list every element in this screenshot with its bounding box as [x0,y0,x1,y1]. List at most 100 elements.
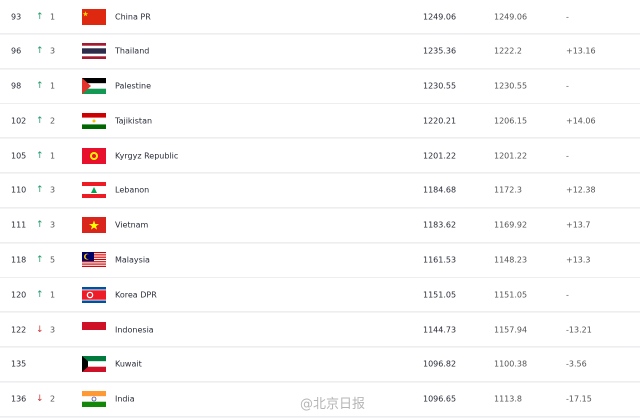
arrow-down-icon: ↓ [36,394,44,405]
previous-points: 1100.38 [494,359,528,369]
flag-lebanon-icon [82,182,106,199]
total-points: 1249.06 [423,12,457,21]
flag-indonesia-icon [82,321,106,338]
flag-kuwait-icon [82,356,106,373]
arrow-down-icon: ↓ [36,324,44,335]
rank: 122 [11,325,27,335]
country-name[interactable]: Thailand [115,46,150,56]
country-name[interactable]: Indonesia [115,325,154,335]
points-change: +14.06 [566,116,596,126]
points-change: - [566,12,569,21]
country-name[interactable]: Kuwait [115,359,142,369]
total-points: 1144.73 [423,325,457,335]
arrow-up-icon: ↑ [36,220,44,231]
total-points: 1183.62 [423,220,457,230]
table-row[interactable]: 122 ↓ 3 Indonesia 1144.73 1157.94 -13.21 [0,313,640,347]
arrow-up-icon: ↑ [36,11,44,22]
table-row[interactable]: 105 ↑ 1 Kyrgyz Republic 1201.22 1201.22 … [0,139,640,173]
rank-change: 5 [50,255,56,265]
total-points: 1201.22 [423,151,457,161]
watermark: @北京日报 [300,397,366,412]
previous-points: 1249.06 [494,12,528,21]
rank-change: 3 [50,220,56,230]
total-points: 1161.53 [423,255,457,265]
country-name[interactable]: Palestine [115,81,152,91]
rank: 111 [11,220,27,230]
arrow-up-icon: ↑ [36,185,44,196]
total-points: 1151.05 [423,290,457,300]
flag-korea-dpr-icon [82,286,106,303]
total-points: 1235.36 [423,46,457,56]
points-change: -13.21 [566,325,592,335]
flag-malaysia-icon [82,252,106,269]
previous-points: 1157.94 [494,325,528,335]
country-name[interactable]: Lebanon [115,185,150,195]
points-change: +13.3 [566,255,591,265]
points-change: - [566,81,569,91]
rank-change: 3 [50,46,56,56]
rank: 110 [11,185,27,195]
points-change: - [566,290,569,300]
arrow-up-icon: ↑ [36,46,44,57]
arrow-up-icon: ↑ [36,81,44,92]
table-row[interactable]: 110 ↑ 3 Lebanon 1184.68 1172.3 +12.38 [0,173,640,207]
rank: 98 [11,81,22,91]
previous-points: 1222.2 [494,46,522,56]
rank: 96 [11,46,22,56]
country-name[interactable]: Tajikistan [115,116,153,126]
rank: 105 [11,151,27,161]
points-change: +13.16 [566,46,596,56]
previous-points: 1148.23 [494,255,528,265]
country-name[interactable]: India [115,394,135,404]
rank-change: 1 [50,290,56,300]
table-row[interactable]: 120 ↑ 1 Korea DPR 1151.05 1151.05 - [0,278,640,312]
flag-tajikistan-icon [82,112,106,129]
rank-change: 3 [50,185,56,195]
arrow-up-icon: ↑ [36,255,44,266]
points-change: - [566,151,569,161]
previous-points: 1206.15 [494,116,528,126]
table-row[interactable]: 136 ↓ 2 India 1096.65 1113.8 -17.15 [0,382,640,416]
points-change: -17.15 [566,394,592,404]
flag-vietnam-icon [82,217,106,234]
arrow-up-icon: ↑ [36,289,44,300]
rank-change: 1 [50,81,56,91]
previous-points: 1201.22 [494,151,528,161]
table-row[interactable]: 98 ↑ 1 Palestine 1230.55 1230.55 - [0,69,640,103]
table-row[interactable]: 102 ↑ 2 Tajikistan 1220.21 1206.15 +14.0… [0,104,640,138]
previous-points: 1113.8 [494,394,522,404]
table-row[interactable]: 135 Kuwait 1096.82 1100.38 -3.56 [0,347,640,381]
total-points: 1096.65 [423,394,457,404]
country-name[interactable]: China PR [115,12,151,21]
country-name[interactable]: Korea DPR [115,290,157,300]
rank-change: 1 [50,151,56,161]
country-name[interactable]: Kyrgyz Republic [115,151,179,161]
flag-china-icon [82,8,106,25]
points-change: +12.38 [566,185,596,195]
total-points: 1184.68 [423,185,457,195]
rank-change: 2 [50,116,56,126]
arrow-up-icon: ↑ [36,150,44,161]
points-change: +13.7 [566,220,591,230]
total-points: 1096.82 [423,359,457,369]
rank: 93 [11,12,22,21]
flag-palestine-icon [82,78,106,95]
arrow-up-icon: ↑ [36,115,44,126]
previous-points: 1172.3 [494,185,522,195]
table-row[interactable]: 93 ↑ 1 China PR 1249.06 1249.06 - [0,0,640,33]
table-row[interactable]: 118 ↑ 5 Malaysia 1161.53 1148.23 +13.3 [0,243,640,277]
rank: 135 [11,359,27,369]
rank-change: 3 [50,325,56,335]
country-name[interactable]: Malaysia [115,255,150,265]
total-points: 1230.55 [423,81,457,91]
table-row[interactable]: 96 ↑ 3 Thailand 1235.36 1222.2 +13.16 [0,34,640,68]
previous-points: 1169.92 [494,220,528,230]
country-name[interactable]: Vietnam [115,220,149,230]
table-row[interactable]: 111 ↑ 3 Vietnam 1183.62 1169.92 +13.7 [0,208,640,242]
previous-points: 1230.55 [494,81,528,91]
flag-kyrgyz-icon [82,147,106,164]
total-points: 1220.21 [423,116,457,126]
rank: 120 [11,290,27,300]
flag-india-icon [82,391,106,408]
